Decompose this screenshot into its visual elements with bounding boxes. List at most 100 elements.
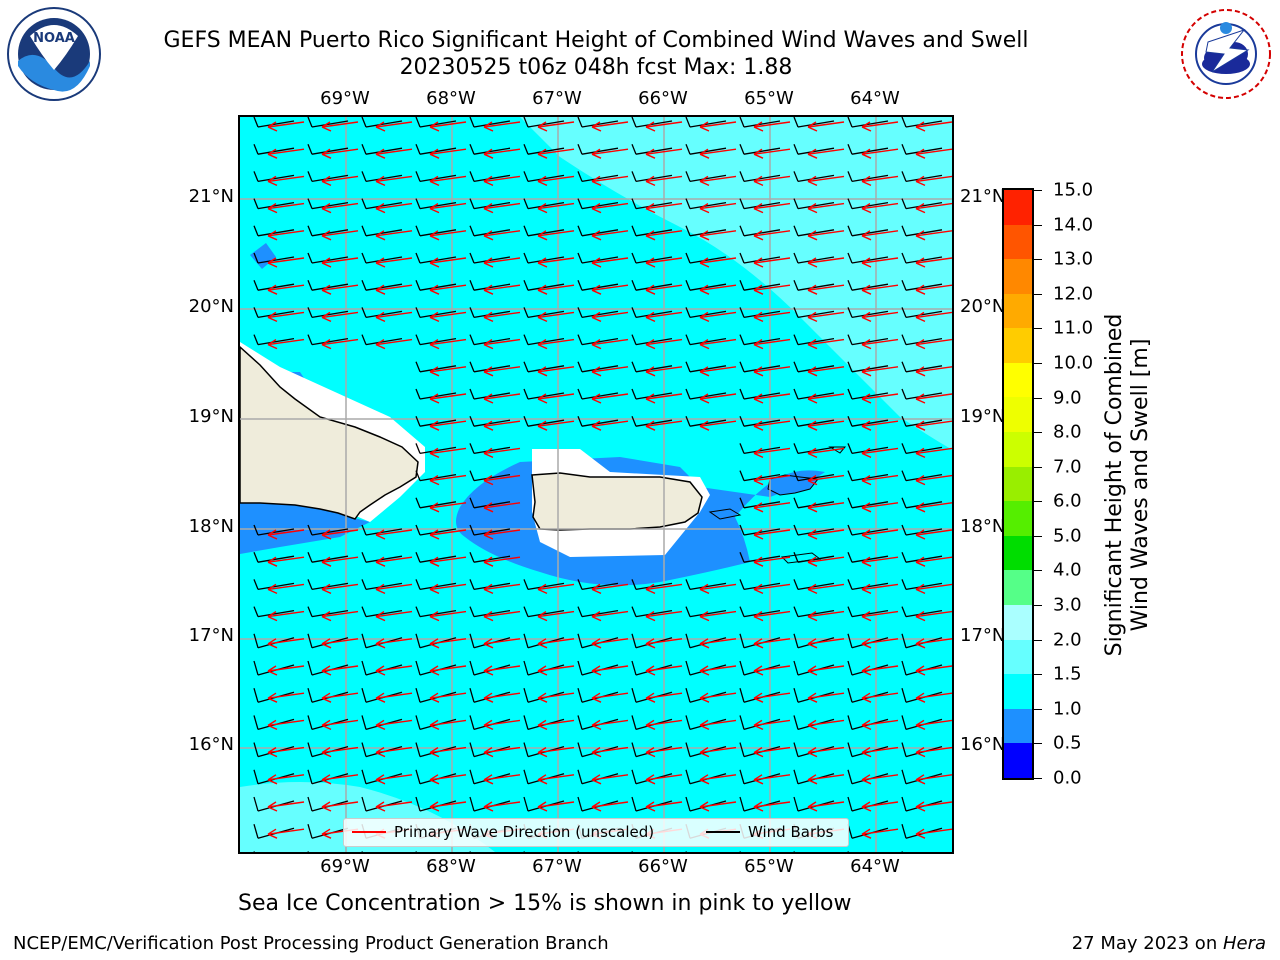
- wave-direction-arrow: [537, 638, 575, 649]
- lat-label-left-16n: 16°N: [188, 734, 234, 755]
- wind-barb: [523, 143, 565, 155]
- wind-barb: [793, 252, 835, 264]
- wave-direction-arrow: [429, 121, 467, 132]
- wind-barb: [793, 497, 835, 509]
- wave-direction-arrow: [591, 366, 629, 377]
- wave-direction-arrow: [429, 230, 467, 241]
- wind-barb: [469, 388, 511, 400]
- wave-direction-arrow: [699, 665, 737, 676]
- wind-barb: [739, 388, 781, 400]
- wind-barb: [739, 606, 781, 618]
- wave-direction-arrow: [537, 175, 575, 187]
- wave-direction-arrow: [861, 665, 899, 676]
- wind-barb: [847, 443, 889, 455]
- wave-direction-arrow: [375, 338, 413, 350]
- wind-barb: [793, 307, 835, 319]
- wave-direction-arrow: [645, 692, 683, 703]
- wave-direction-arrow: [321, 202, 359, 214]
- wave-direction-arrow: [267, 257, 305, 268]
- wave-direction-arrow: [375, 774, 413, 785]
- wave-direction-arrow: [429, 202, 467, 214]
- noaa-logo-text: NOAA: [33, 31, 75, 46]
- wind-barb: [469, 143, 511, 155]
- colorbar-title-line1: Significant Height of Combined: [1102, 313, 1127, 657]
- wave-direction-arrow: [537, 420, 575, 431]
- wind-barb: [415, 443, 457, 455]
- wave-direction-arrow: [483, 746, 521, 758]
- wind-barb: [631, 225, 673, 237]
- wind-barb: [361, 117, 403, 128]
- wave-direction-arrow: [915, 665, 952, 676]
- wave-direction-arrow: [807, 583, 845, 595]
- wave-direction-arrow: [591, 665, 629, 676]
- wave-direction-arrow: [429, 311, 467, 323]
- wave-direction-arrow: [807, 311, 845, 323]
- wave-direction-arrow: [753, 665, 791, 676]
- wave-direction-arrow: [537, 774, 575, 785]
- wave-direction-arrow: [537, 393, 575, 404]
- wave-direction-arrow: [591, 284, 629, 295]
- footer-branch: NCEP/EMC/Verification Post Processing Pr…: [13, 933, 609, 954]
- wind-barb: [307, 198, 349, 210]
- wind-barb: [793, 388, 835, 400]
- wind-barb: [307, 334, 349, 346]
- wave-direction-arrow: [321, 338, 359, 350]
- wave-direction-arrow: [591, 801, 629, 812]
- wind-barb: [523, 279, 565, 291]
- wave-direction-arrow: [699, 338, 737, 350]
- wave-direction-arrow: [861, 175, 899, 187]
- wind-barb: [253, 307, 295, 319]
- wind-barb: [847, 334, 889, 346]
- colorbar-tick-mark: [1034, 432, 1042, 434]
- wave-direction-arrow: [699, 420, 737, 431]
- wave-direction-arrow: [753, 447, 791, 459]
- wave-direction-arrow: [753, 774, 791, 785]
- wind-barb: [361, 225, 403, 237]
- colorbar-tick-label: 5.0: [1053, 525, 1082, 547]
- lon-label-top-64w: 64°W: [850, 88, 900, 109]
- wave-direction-arrow: [483, 474, 521, 486]
- wind-barb: [577, 307, 619, 319]
- wave-direction-arrow: [645, 311, 683, 323]
- wind-barb: [901, 524, 943, 536]
- wind-barb: [469, 497, 511, 509]
- wind-barb: [901, 470, 943, 482]
- wave-direction-arrow: [915, 638, 952, 649]
- wind-barb: [739, 551, 781, 563]
- wave-direction-arrow: [807, 556, 845, 567]
- wind-barb: [523, 252, 565, 264]
- colorbar-tick-mark: [1034, 535, 1042, 537]
- colorbar-tick-mark: [1034, 501, 1042, 503]
- wave-direction-arrow: [645, 801, 683, 812]
- wind-barb: [793, 443, 835, 455]
- wave-direction-arrow: [861, 774, 899, 785]
- wave-direction-arrow: [537, 284, 575, 295]
- wave-direction-arrow: [861, 610, 899, 622]
- wave-direction-arrow: [807, 665, 845, 676]
- wind-barb: [631, 307, 673, 319]
- colorbar-segment: [1004, 293, 1032, 329]
- wave-direction-arrow: [861, 502, 899, 513]
- wind-barb: [577, 198, 619, 210]
- wind-barb: [901, 415, 943, 427]
- wave-direction-arrow: [429, 583, 467, 595]
- wind-barb: [577, 415, 619, 427]
- wave-direction-arrow: [591, 311, 629, 323]
- wave-direction-arrow: [321, 311, 359, 323]
- wind-barb: [577, 388, 619, 400]
- colorbar-segment: [1004, 397, 1032, 433]
- wind-barb: [685, 415, 727, 427]
- colorbar-tick-mark: [1034, 708, 1042, 710]
- wave-direction-arrow: [699, 692, 737, 703]
- wave-direction-arrow: [537, 719, 575, 731]
- wind-barb: [469, 198, 511, 210]
- wave-direction-arrow: [699, 393, 737, 404]
- wind-barb: [469, 415, 511, 427]
- wind-barb: [739, 497, 781, 509]
- colorbar-tick-mark: [1034, 259, 1042, 261]
- colorbar-segment: [1004, 362, 1032, 398]
- lat-label-right-21n: 21°N: [960, 186, 1006, 207]
- wave-direction-arrow: [483, 556, 521, 567]
- wave-direction-arrow: [267, 311, 305, 323]
- wave-direction-arrow: [645, 420, 683, 431]
